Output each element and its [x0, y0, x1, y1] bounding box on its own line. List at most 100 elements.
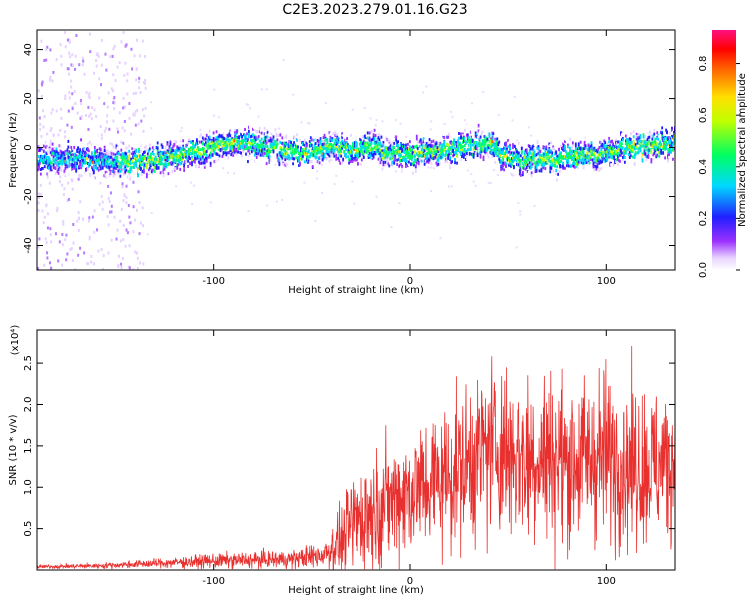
noise-mark — [126, 92, 129, 96]
noise-mark — [132, 268, 135, 270]
spectrogram-cell — [426, 151, 429, 155]
spectrogram-cell — [183, 165, 186, 169]
spectrogram-cell — [363, 136, 366, 140]
noise-mark — [91, 106, 94, 110]
spectrogram-cell — [217, 137, 220, 141]
spectrogram-cell — [299, 138, 301, 142]
spectrogram-cell — [472, 155, 475, 159]
spectrogram-cell — [137, 168, 140, 172]
spectrogram-cell — [245, 137, 247, 141]
noise-mark — [118, 152, 121, 156]
spectrogram-cell — [484, 141, 487, 145]
spectrogram-cell — [363, 134, 366, 138]
spectrogram-cell — [426, 145, 429, 149]
spectrogram-cell — [37, 167, 40, 171]
spectrogram-cell — [222, 139, 225, 143]
spectrogram-cell — [360, 152, 363, 156]
spectrogram-cell — [162, 174, 165, 178]
spectrogram-cell — [103, 164, 106, 168]
noise-mark — [253, 129, 256, 132]
spectrogram-cell — [379, 149, 382, 153]
spectrogram-cell — [560, 169, 562, 173]
spectrogram-cell — [589, 148, 592, 152]
spectrogram-cell — [144, 145, 147, 149]
spectrogram-cell — [279, 146, 282, 150]
spectrogram-cell — [526, 157, 529, 161]
noise-mark — [497, 173, 500, 176]
noise-mark — [369, 117, 372, 120]
spectrogram-cell — [413, 150, 416, 154]
spectrogram-cell — [399, 156, 401, 160]
noise-mark — [517, 201, 520, 204]
noise-mark — [68, 38, 71, 42]
spectrogram-cell — [492, 148, 495, 152]
spectrogram-cell — [90, 143, 93, 147]
spectrogram-cell — [582, 166, 585, 170]
spectrogram-cell — [502, 161, 505, 165]
spectrogram-cell — [224, 141, 227, 145]
spectrogram-cell — [405, 147, 407, 151]
spectrogram-cell — [510, 173, 512, 177]
noise-mark — [55, 209, 58, 213]
spectrogram-cell — [218, 140, 221, 144]
noise-mark — [100, 194, 103, 198]
spectrogram-cell — [245, 141, 247, 145]
noise-mark — [88, 237, 91, 241]
noise-mark — [71, 259, 74, 263]
spectrogram-cell — [333, 153, 336, 157]
noise-mark — [151, 172, 154, 175]
spectrogram-cell — [394, 158, 397, 162]
noise-mark — [91, 215, 94, 219]
spectrogram-cell — [389, 146, 392, 150]
spectrogram-cell — [578, 147, 581, 151]
noise-mark — [315, 177, 318, 180]
spectrogram-cell — [239, 141, 241, 145]
spectrogram-cell — [148, 163, 151, 167]
spectrogram-cell — [345, 146, 348, 150]
spectrogram-cell — [604, 159, 607, 163]
noise-mark — [433, 167, 436, 170]
spectrogram-cell — [457, 139, 459, 143]
spectrogram-cell — [133, 175, 135, 179]
spectrogram-cell — [275, 132, 278, 136]
spectrogram-cell — [647, 131, 650, 135]
spectrogram-cell — [524, 174, 527, 178]
spectrogram-cell — [626, 147, 629, 151]
spectrogram-cell — [301, 148, 303, 152]
spectrogram-cell — [236, 138, 239, 142]
spectrogram-cell — [75, 162, 78, 166]
spectrogram-cell — [581, 161, 584, 165]
spectrogram-cell — [481, 148, 484, 152]
spectrogram-cell — [575, 162, 578, 166]
spectrogram-cell — [445, 152, 448, 156]
spectrogram-cell — [364, 134, 367, 138]
spectrogram-cell — [45, 151, 48, 155]
spectrogram-cell — [154, 162, 157, 166]
spectrogram-cell — [643, 146, 646, 150]
noise-mark — [143, 114, 146, 118]
spectrogram-cell — [373, 141, 376, 145]
noise-mark — [449, 110, 452, 113]
spectrogram-cell — [293, 135, 295, 139]
spectrogram-cell — [337, 136, 340, 140]
noise-mark — [247, 210, 250, 213]
spectrogram-cell — [318, 146, 321, 150]
spectrogram-cell — [406, 149, 408, 153]
spectrogram-cell — [59, 144, 62, 148]
spectrogram-cell — [471, 129, 474, 133]
spectrogram-cell — [61, 144, 64, 148]
spectrogram-cell — [377, 157, 380, 161]
spectrogram-cell — [493, 138, 496, 142]
spectrogram-cell — [288, 140, 291, 144]
spectrogram-cell — [255, 145, 258, 149]
noise-mark — [46, 132, 49, 136]
spectrogram-cell — [361, 145, 364, 149]
spectrogram-cell — [349, 150, 351, 154]
spectrogram-cell — [203, 149, 206, 153]
noise-mark — [123, 129, 126, 133]
spectrogram-cell — [253, 149, 256, 153]
spectrogram-cell — [239, 150, 241, 154]
spectrogram-cell — [544, 156, 547, 160]
spectrogram-cell — [133, 165, 135, 169]
spectrogram-cell — [607, 148, 610, 152]
